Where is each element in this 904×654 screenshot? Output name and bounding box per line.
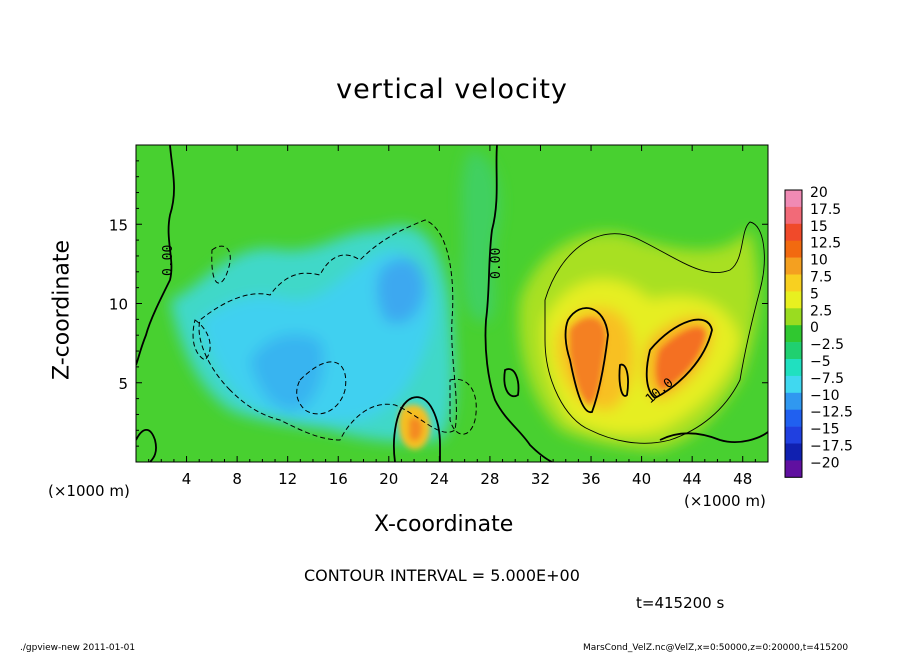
- footer-right: MarsCond_VelZ.nc@VelZ,x=0:50000,z=0:2000…: [583, 643, 849, 653]
- colorbar-cell: [785, 325, 802, 343]
- colorbar-cell: [785, 274, 802, 292]
- x-tick-label: 32: [531, 470, 550, 488]
- x-axis-unit-label: (×1000 m): [684, 492, 766, 510]
- colorbar-label: 20: [810, 185, 828, 201]
- contour-label-mid: 0.00: [489, 248, 504, 279]
- colorbar-label: −20: [810, 455, 840, 471]
- zero-contours: [136, 145, 768, 462]
- y-axis-ticks: 5 10 15: [109, 160, 768, 447]
- y-tick-label: 15: [109, 216, 128, 234]
- colorbar-cell: [785, 342, 802, 360]
- x-tick-label: 4: [182, 470, 192, 488]
- colorbar-label: −15: [810, 422, 840, 438]
- footer-left: ./gpview-new 2011-01-01: [20, 643, 136, 653]
- y-tick-label: 10: [109, 296, 128, 314]
- x-tick-label: 16: [329, 470, 348, 488]
- colorbar-cell: [785, 392, 802, 410]
- colorbar-label: −10: [810, 388, 840, 404]
- colorbar-label: 12.5: [810, 236, 841, 252]
- x-tick-label: 36: [581, 470, 600, 488]
- colorbar-label: 2.5: [810, 303, 832, 319]
- x-tick-label: 44: [683, 470, 702, 488]
- colorbar-cell: [785, 206, 802, 225]
- colorbar-label: −7.5: [810, 371, 844, 387]
- colorbar-cell: [785, 409, 802, 427]
- colorbar-label: 17.5: [810, 202, 841, 218]
- colorbar-cell: [785, 460, 802, 478]
- colorbar-label: 7.5: [810, 270, 832, 286]
- negative-contours: [192, 219, 477, 441]
- colorbar-label: −17.5: [810, 439, 853, 455]
- colorbar-cell: [785, 359, 802, 377]
- colorbar-cell: [785, 190, 802, 208]
- x-tick-label: 40: [632, 470, 651, 488]
- colorbar-cell: [785, 426, 802, 444]
- chart-title: vertical velocity: [336, 74, 568, 105]
- colorbar-cell: [785, 308, 802, 326]
- x-tick-label: 8: [232, 470, 242, 488]
- colorbar-cell: [785, 375, 802, 394]
- colorbar-label: −5: [810, 354, 831, 370]
- colorbar-cell: [785, 291, 802, 309]
- x-axis-label: X-coordinate: [374, 512, 514, 537]
- colorbar-label: 5: [810, 286, 819, 302]
- x-axis-ticks: 4 8 12 16 20 24 28 32 36 40 44 48: [148, 145, 756, 488]
- colorbar-label: 0: [810, 320, 819, 336]
- contour-interval-text: CONTOUR INTERVAL = 5.000E+00: [304, 566, 580, 585]
- colorbar-cell: [785, 443, 802, 461]
- colorbar-cell: [785, 257, 802, 275]
- colorbar-frame: [784, 189, 803, 478]
- time-label: t=415200 s: [636, 594, 725, 612]
- colorbar-label: 15: [810, 219, 828, 235]
- y-axis-unit-label: (×1000 m): [48, 482, 130, 500]
- contour-label-left: 0.00: [161, 245, 176, 276]
- colorbar-cell: [785, 223, 802, 241]
- x-tick-label: 48: [733, 470, 752, 488]
- colorbar: 2017.51512.5107.552.50−2.5−5−7.5−10−12.5…: [784, 185, 853, 478]
- x-tick-label: 28: [480, 470, 499, 488]
- colorbar-label: −2.5: [810, 337, 844, 353]
- colorbar-label: 10: [810, 253, 828, 269]
- x-tick-label: 12: [278, 470, 297, 488]
- positive-contours: [544, 221, 765, 444]
- velocity-field: 0.00 0.00 10.0: [136, 145, 768, 462]
- y-tick-label: 5: [118, 375, 128, 393]
- x-tick-label: 24: [430, 470, 449, 488]
- colorbar-label: −12.5: [810, 405, 853, 421]
- y-axis-label: Z-coordinate: [49, 240, 75, 380]
- x-tick-label: 20: [379, 470, 398, 488]
- colorbar-cell: [785, 240, 802, 258]
